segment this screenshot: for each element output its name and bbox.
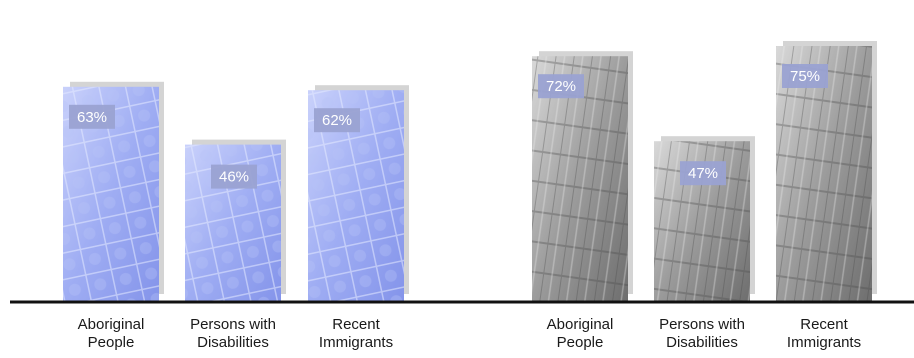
data-label: 62%	[322, 112, 352, 129]
category-label-line: Aboriginal	[546, 316, 614, 333]
data-label: 47%	[688, 165, 718, 182]
category-label-line: Persons with	[190, 316, 276, 333]
data-label-box	[680, 161, 726, 186]
data-label-box	[538, 74, 584, 99]
data-label: 75%	[790, 68, 820, 85]
category-label-line: People	[556, 334, 604, 351]
category-label: Recent Immigrants	[296, 316, 416, 352]
category-label-line: Recent	[800, 316, 848, 333]
data-label-box	[782, 64, 828, 88]
category-label: Aboriginal People	[520, 316, 640, 352]
category-label: Persons with Disabilities	[173, 316, 293, 352]
category-label-line: Persons with	[659, 316, 745, 333]
data-label: 72%	[546, 78, 576, 95]
category-label: Persons with Disabilities	[642, 316, 762, 352]
category-label-line: Disabilities	[197, 334, 269, 351]
category-label-line: Recent	[332, 316, 380, 333]
category-label: Recent Immigrants	[764, 316, 884, 352]
category-label-line: Aboriginal	[77, 316, 145, 333]
data-label: 63%	[77, 109, 107, 126]
data-label-box	[314, 108, 360, 133]
chart-group-1	[63, 81, 409, 301]
category-label-line: Disabilities	[666, 334, 738, 351]
category-label-line: Immigrants	[786, 334, 862, 351]
data-label: 46%	[219, 169, 249, 186]
data-label-box	[211, 164, 257, 189]
category-label: Aboriginal People	[51, 316, 171, 352]
category-label-line: People	[87, 334, 135, 351]
bar-texture	[776, 46, 872, 301]
category-label-line: Immigrants	[318, 334, 394, 351]
data-label-box	[69, 104, 115, 129]
